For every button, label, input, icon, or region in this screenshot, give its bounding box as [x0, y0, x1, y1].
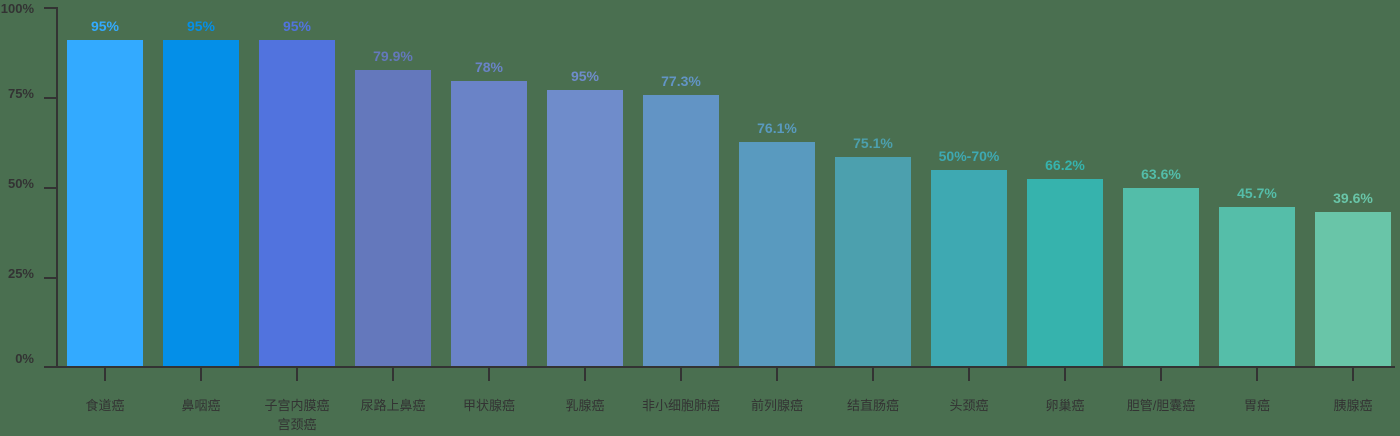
- bar: [931, 170, 1007, 366]
- category-label-line1: 结直肠癌: [846, 398, 899, 413]
- bar-value-label: 95%: [186, 18, 216, 34]
- bar-value-label: 39.6%: [1333, 190, 1373, 206]
- y-tick-label-25: 25%: [7, 266, 34, 281]
- x-tick: [680, 368, 682, 381]
- category-label: 甲状腺癌: [414, 396, 564, 415]
- x-tick: [968, 368, 970, 381]
- bar-value-label: 77.3%: [661, 73, 701, 89]
- category-label: 卵巢癌: [990, 396, 1140, 415]
- bar-value-label: 75.1%: [853, 135, 893, 151]
- x-tick: [1256, 368, 1258, 381]
- category-label-line1: 非小细胞肺癌: [641, 398, 720, 413]
- x-tick: [1352, 368, 1354, 381]
- bar-value-label: 76.1%: [757, 120, 797, 136]
- category-label-line1: 甲状腺癌: [462, 398, 515, 413]
- x-tick: [296, 368, 298, 381]
- category-label-line1: 胃癌: [1243, 398, 1270, 413]
- category-label-line1: 子宫内膜癌: [264, 398, 330, 413]
- bar: [1315, 212, 1391, 366]
- bar-value-label: 50%-70%: [938, 148, 1000, 164]
- y-tick-100: [44, 7, 57, 9]
- x-tick: [1160, 368, 1162, 381]
- bar: [1123, 188, 1199, 366]
- bar: [259, 40, 335, 366]
- x-tick: [104, 368, 106, 381]
- bar-value-label: 95%: [570, 68, 600, 84]
- bar-value-label: 95%: [282, 18, 312, 34]
- y-tick-50: [44, 187, 57, 189]
- category-label-line1: 尿路上鼻癌: [360, 398, 426, 413]
- bar: [355, 70, 431, 366]
- bar: [1219, 207, 1295, 366]
- category-label: 胰腺癌: [1278, 396, 1400, 415]
- bar-value-label: 66.2%: [1045, 157, 1085, 173]
- bar-value-label: 79.9%: [373, 48, 413, 64]
- category-label-line1: 胆管/胆囊癌: [1126, 398, 1196, 413]
- x-tick: [1064, 368, 1066, 381]
- category-label: 乳腺癌: [510, 396, 660, 415]
- category-label: 食道癌: [30, 396, 180, 415]
- category-label-line1: 胰腺癌: [1333, 398, 1373, 413]
- x-tick: [584, 368, 586, 381]
- category-label-line1: 鼻咽癌: [181, 398, 221, 413]
- x-tick: [776, 368, 778, 381]
- category-label-line1: 食道癌: [85, 398, 125, 413]
- y-tick-25: [44, 277, 57, 279]
- bar-value-label: 78%: [474, 59, 504, 75]
- category-label-line1: 乳腺癌: [565, 398, 605, 413]
- x-tick: [200, 368, 202, 381]
- category-label-line1: 头颈癌: [949, 398, 989, 413]
- category-label-line1: 卵巢癌: [1045, 398, 1085, 413]
- category-label-line2: 宫颈癌: [277, 417, 317, 432]
- bar: [739, 142, 815, 366]
- bar: [835, 157, 911, 366]
- x-tick: [872, 368, 874, 381]
- y-tick-label-75: 75%: [7, 86, 34, 101]
- category-label: 非小细胞肺癌: [606, 396, 756, 415]
- y-tick-label-100: 100%: [0, 1, 34, 16]
- category-label: 鼻咽癌: [126, 396, 276, 415]
- bar: [451, 81, 527, 366]
- x-tick: [488, 368, 490, 381]
- bar: [547, 90, 623, 366]
- category-label: 尿路上鼻癌: [318, 396, 468, 415]
- y-tick-label-50: 50%: [7, 176, 34, 191]
- bar: [1027, 179, 1103, 366]
- category-label-line1: 前列腺癌: [750, 398, 803, 413]
- bar: [67, 40, 143, 366]
- y-tick-label-0: 0%: [15, 351, 34, 366]
- x-tick: [392, 368, 394, 381]
- category-label: 前列腺癌: [702, 396, 852, 415]
- y-axis-line: [56, 7, 58, 368]
- bar-value-label: 63.6%: [1141, 166, 1181, 182]
- bar-value-label: 45.7%: [1237, 185, 1277, 201]
- category-label: 结直肠癌: [798, 396, 948, 415]
- x-axis-line: [44, 366, 1395, 368]
- category-label: 头颈癌: [894, 396, 1044, 415]
- bar: [643, 95, 719, 366]
- category-label: 胃癌: [1182, 396, 1332, 415]
- category-label: 胆管/胆囊癌: [1086, 396, 1236, 415]
- category-label: 子宫内膜癌 宫颈癌: [222, 396, 372, 434]
- bar: [163, 40, 239, 366]
- bar-value-label: 95%: [90, 18, 120, 34]
- y-tick-75: [44, 97, 57, 99]
